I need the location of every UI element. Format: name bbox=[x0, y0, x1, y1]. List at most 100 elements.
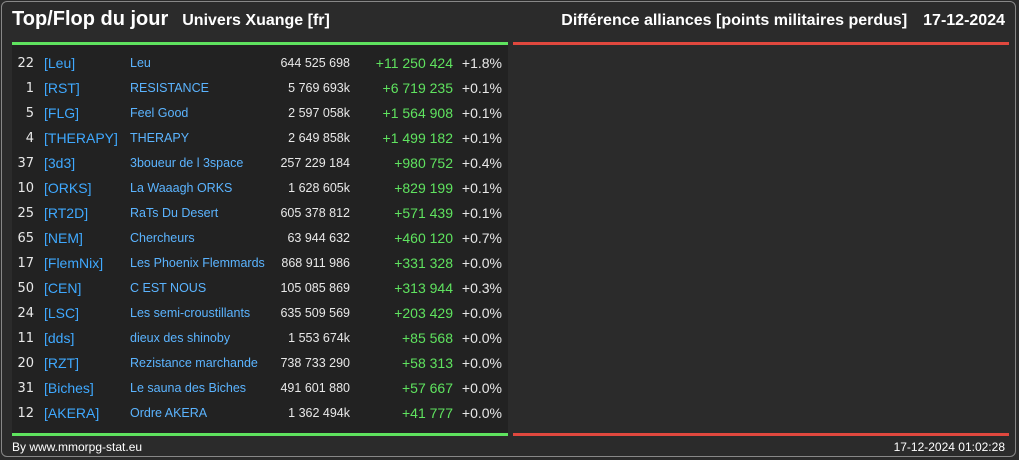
row-points: 491 601 880 bbox=[280, 381, 350, 395]
alliance-name-link[interactable]: dieux des shinoby bbox=[130, 331, 231, 345]
row-diff: +6 719 235 bbox=[382, 80, 453, 96]
alliance-name-link[interactable]: Chercheurs bbox=[130, 231, 195, 245]
alliance-name-link[interactable]: Rezistance marchande bbox=[130, 356, 258, 370]
row-rank: 11 bbox=[17, 331, 34, 346]
alliance-name-link[interactable]: Le sauna des Biches bbox=[130, 381, 247, 395]
row-rank: 31 bbox=[17, 381, 34, 396]
alliance-name-link[interactable]: Feel Good bbox=[130, 106, 189, 120]
alliance-name-link[interactable]: Les semi-croustillants bbox=[130, 306, 251, 320]
row-points: 2 597 058k bbox=[288, 106, 350, 120]
row-diff: +460 120 bbox=[394, 230, 453, 246]
table-row: 31 [Biches] Le sauna des Biches 491 601 880… bbox=[12, 376, 508, 401]
alliance-tag-link[interactable]: [RZT] bbox=[44, 355, 79, 371]
row-points: 1 362 494k bbox=[288, 406, 350, 420]
row-rank: 1 bbox=[25, 81, 34, 96]
table-row: 11 [dds] dieux des shinoby 1 553 674k +85 56… bbox=[12, 326, 508, 351]
footer-timestamp: 17-12-2024 01:02:28 bbox=[893, 440, 1005, 454]
alliance-tag-link[interactable]: [THERAPY] bbox=[44, 130, 118, 146]
row-percent: +0.3% bbox=[461, 280, 502, 296]
alliance-tag-link[interactable]: [FLG] bbox=[44, 105, 80, 121]
row-rank: 12 bbox=[17, 406, 34, 421]
alliance-tag-link[interactable]: [3d3] bbox=[44, 155, 76, 171]
top-list: 22 [Leu] Leu 644 525 698 +11 250 424 +1.8% 1 [R… bbox=[12, 51, 508, 426]
alliance-tag-link[interactable]: [dds] bbox=[44, 330, 75, 346]
alliance-name-link[interactable]: C EST NOUS bbox=[130, 281, 207, 295]
row-percent: +0.0% bbox=[461, 355, 502, 371]
row-percent: +0.1% bbox=[461, 205, 502, 221]
row-rank: 10 bbox=[17, 181, 34, 196]
row-diff: +1 499 182 bbox=[382, 130, 453, 146]
row-rank: 4 bbox=[25, 131, 34, 146]
row-points: 257 229 184 bbox=[280, 156, 350, 170]
row-diff: +331 328 bbox=[394, 255, 453, 271]
row-percent: +0.0% bbox=[461, 330, 502, 346]
row-rank: 5 bbox=[25, 106, 34, 121]
row-diff: +203 429 bbox=[394, 305, 453, 321]
page-title: Top/Flop du jour bbox=[12, 8, 169, 30]
table-row: 22 [Leu] Leu 644 525 698 +11 250 424 +1.8% bbox=[12, 51, 508, 76]
table-row: 65 [NEM] Chercheurs 63 944 632 +460 120 +0.7% bbox=[12, 226, 508, 251]
alliance-tag-link[interactable]: [LSC] bbox=[44, 305, 80, 321]
alliance-name-link[interactable]: RESISTANCE bbox=[130, 81, 209, 95]
alliance-tag-link[interactable]: [CEN] bbox=[44, 280, 82, 296]
row-rank: 17 bbox=[17, 256, 34, 271]
row-points: 105 085 869 bbox=[280, 281, 350, 295]
row-points: 5 769 693k bbox=[288, 81, 350, 95]
row-diff: +829 199 bbox=[394, 180, 453, 196]
row-diff: +41 777 bbox=[402, 405, 453, 421]
row-rank: 24 bbox=[17, 306, 34, 321]
table-row: 50 [CEN] C EST NOUS 105 085 869 +313 944 +0.3… bbox=[12, 276, 508, 301]
alliance-tag-link[interactable]: [RT2D] bbox=[44, 205, 89, 221]
row-percent: +0.1% bbox=[461, 130, 502, 146]
alliance-name-link[interactable]: RaTs Du Desert bbox=[130, 206, 219, 220]
row-rank: 65 bbox=[17, 231, 34, 246]
row-percent: +1.8% bbox=[461, 55, 502, 71]
row-diff: +57 667 bbox=[402, 380, 453, 396]
row-diff: +1 564 908 bbox=[382, 105, 453, 121]
row-diff: +85 568 bbox=[402, 330, 453, 346]
row-percent: +0.0% bbox=[461, 255, 502, 271]
table-row: 20 [RZT] Rezistance marchande 738 733 290 +5… bbox=[12, 351, 508, 376]
alliance-tag-link[interactable]: [ORKS] bbox=[44, 180, 92, 196]
alliance-tag-link[interactable]: [Leu] bbox=[44, 55, 76, 71]
alliance-name-link[interactable]: La Waaagh ORKS bbox=[130, 181, 233, 195]
alliance-name-link[interactable]: Leu bbox=[130, 56, 151, 70]
footer-credit: By www.mmorpg-stat.eu bbox=[12, 440, 143, 454]
row-diff: +571 439 bbox=[394, 205, 453, 221]
alliance-name-link[interactable]: THERAPY bbox=[130, 131, 190, 145]
universe-label: Univers Xuange [fr] bbox=[182, 12, 330, 29]
alliance-tag-link[interactable]: [RST] bbox=[44, 80, 80, 96]
header-date: 17-12-2024 bbox=[923, 12, 1005, 29]
row-percent: +0.0% bbox=[461, 305, 502, 321]
alliance-name-link[interactable]: Ordre AKERA bbox=[130, 406, 208, 420]
row-diff: +980 752 bbox=[394, 155, 453, 171]
row-points: 1 553 674k bbox=[288, 331, 350, 345]
row-percent: +0.0% bbox=[461, 405, 502, 421]
table-row: 12 [AKERA] Ordre AKERA 1 362 494k +41 777 +0.… bbox=[12, 401, 508, 426]
table-row: 4 [THERAPY] THERAPY 2 649 858k +1 499 182 +0.… bbox=[12, 126, 508, 151]
alliance-tag-link[interactable]: [AKERA] bbox=[44, 405, 100, 421]
table-row: 17 [FlemNix] Les Phoenix Flemmards 868 911 … bbox=[12, 251, 508, 276]
row-points: 1 628 605k bbox=[288, 181, 350, 195]
row-points: 635 509 569 bbox=[280, 306, 350, 320]
row-percent: +0.1% bbox=[461, 105, 502, 121]
row-points: 644 525 698 bbox=[280, 56, 350, 70]
row-percent: +0.4% bbox=[461, 155, 502, 171]
alliance-name-link[interactable]: Les Phoenix Flemmards bbox=[130, 256, 265, 270]
alliance-tag-link[interactable]: [Biches] bbox=[44, 380, 94, 396]
row-rank: 37 bbox=[17, 156, 34, 171]
alliance-tag-link[interactable]: [FlemNix] bbox=[44, 255, 104, 271]
table-row: 10 [ORKS] La Waaagh ORKS 1 628 605k +829 199… bbox=[12, 176, 508, 201]
row-points: 63 944 632 bbox=[287, 231, 350, 245]
row-percent: +0.0% bbox=[461, 380, 502, 396]
alliance-name-link[interactable]: 3boueur de l 3space bbox=[130, 156, 244, 170]
stat-subtitle: Différence alliances [points militaires … bbox=[561, 12, 908, 29]
row-points: 738 733 290 bbox=[280, 356, 350, 370]
top-panel: 22 [Leu] Leu 644 525 698 +11 250 424 +1.8% 1 [R… bbox=[12, 42, 508, 436]
alliance-tag-link[interactable]: [NEM] bbox=[44, 230, 83, 246]
row-diff: +11 250 424 bbox=[375, 55, 453, 71]
table-row: 5 [FLG] Feel Good 2 597 058k +1 564 908 +0.1% bbox=[12, 101, 508, 126]
row-percent: +0.7% bbox=[461, 230, 502, 246]
row-rank: 25 bbox=[17, 206, 34, 221]
